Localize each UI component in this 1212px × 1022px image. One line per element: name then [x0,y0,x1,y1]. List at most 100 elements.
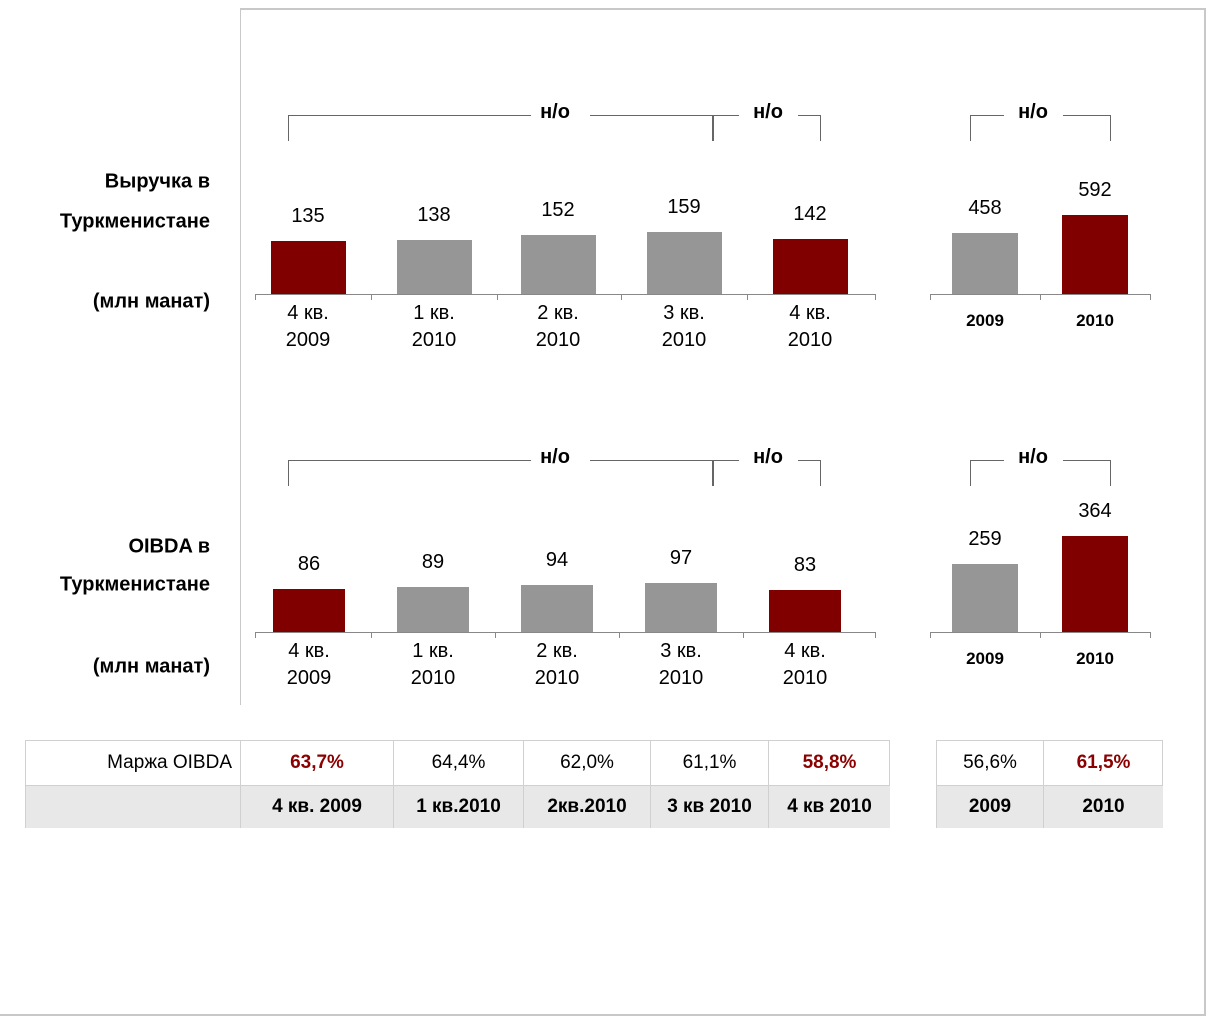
axis-tick [930,294,931,300]
bar [646,232,722,294]
table-cell: 61,1% [650,740,768,785]
value-label: 458 [968,196,1002,219]
value-label: 364 [1078,500,1112,522]
value-label: 152 [541,198,575,221]
x-tick-label: 2009 [966,649,1004,668]
axis-tick [621,294,622,300]
axis-tick [255,294,256,300]
bar [397,587,469,632]
bar [1062,536,1128,632]
frame-bottom [0,1014,1206,1016]
bracket [590,460,713,486]
bar [952,563,1018,632]
table-cell: 63,7% [240,740,393,785]
table-cell: 2009 [936,785,1043,828]
axis-tick [1040,294,1041,300]
bar [396,240,472,294]
value-label: 142 [793,202,827,225]
bar [1062,215,1128,294]
bar [521,584,593,632]
bracket [798,115,821,141]
value-label: 86 [297,552,321,575]
value-label: 83 [793,554,817,577]
x-tick-label: 2010 [1076,649,1114,668]
bracket [1063,115,1111,141]
axis-tick [875,294,876,300]
value-label: 592 [1078,179,1112,201]
baseline [255,632,875,633]
bar [270,241,346,294]
bracket [713,115,739,141]
axis-tick [619,632,620,638]
value-label: 138 [417,204,451,227]
x-tick-label: 4 кв. 2009 [285,302,331,351]
value-label: 89 [421,551,445,574]
row-label: OIBDA в [128,535,210,558]
row-unit: (млн манат) [92,290,210,313]
bar [952,232,1018,294]
bracket [970,115,1004,141]
x-tick-label: 2 кв. 2010 [534,640,580,689]
axis-tick [497,294,498,300]
x-tick-label: 4 кв. 2010 [787,302,833,351]
bar [273,588,345,632]
axis-tick [743,632,744,638]
axis-tick [371,294,372,300]
table-cell: 61,5% [1043,740,1163,785]
annotation: н/о [1018,101,1048,123]
bracket [798,460,821,486]
row-unit: (млн манат) [92,655,210,678]
table-cell: 3 кв 2010 [650,785,768,828]
annotation: н/о [753,446,783,468]
table-cell: 4 кв. 2009 [240,785,393,828]
frame-top [240,8,1206,10]
row-label: Туркменистане [59,573,210,596]
x-tick-label: 1 кв. 2010 [411,302,457,351]
bracket [590,115,713,141]
x-tick-label: 4 кв. 2010 [782,640,828,689]
value-label: 159 [667,196,701,218]
bar [520,234,596,294]
axis-tick [371,632,372,638]
frame-right [1204,8,1206,1016]
x-tick-label: 2 кв. 2010 [535,302,581,351]
bracket [970,460,1004,486]
value-label: 94 [545,548,569,571]
x-tick-label: 3 кв. 2010 [658,640,704,689]
axis-tick [1150,632,1151,638]
table-cell: 1 кв.2010 [393,785,523,828]
axis-tick [495,632,496,638]
row-label: Туркменистане [59,210,210,233]
x-tick-label: 1 кв. 2010 [410,640,456,689]
table-cell [25,785,240,828]
x-tick-label: 2009 [966,311,1004,330]
axis-tick [747,294,748,300]
x-tick-label: 4 кв. 2009 [286,640,332,689]
annotation: н/о [540,101,570,123]
table-cell: Маржа OIBDA [25,740,240,785]
axis-tick [1150,294,1151,300]
bracket [1063,460,1111,486]
value-label: 259 [968,527,1002,550]
table-cell: 56,6% [936,740,1043,785]
axis-tick [875,632,876,638]
bracket [713,460,739,486]
annotation: н/о [540,446,570,468]
x-tick-label: 3 кв. 2010 [661,302,707,351]
annotation: н/о [753,101,783,123]
table-cell: 64,4% [393,740,523,785]
table-cell: 62,0% [523,740,650,785]
x-tick-label: 2010 [1076,311,1114,330]
table-cell: 4 кв 2010 [768,785,890,828]
row-label: Выручка в [104,170,210,193]
bracket [288,115,531,141]
table-cell: 2010 [1043,785,1163,828]
bar [772,238,848,294]
table-cell: 2кв.2010 [523,785,650,828]
axis-tick [1040,632,1041,638]
annotation: н/о [1018,446,1048,468]
bracket [288,460,531,486]
bar [645,583,717,632]
table-cell: 58,8% [768,740,890,785]
